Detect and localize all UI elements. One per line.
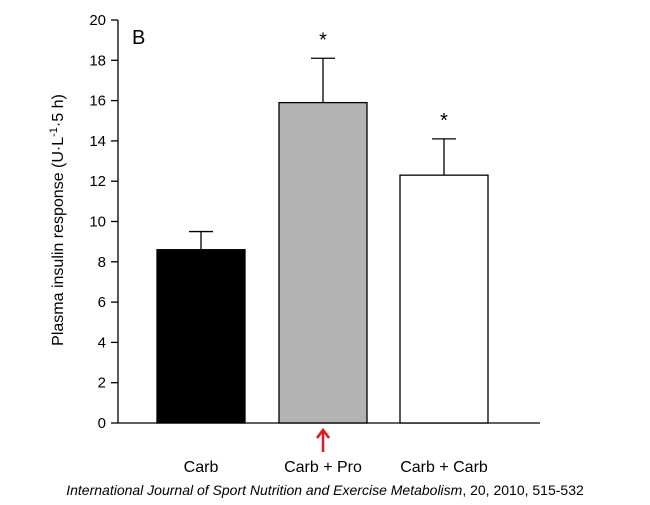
significance-marker: * [319,29,327,51]
bars [156,57,489,424]
category-label: Carb + Carb [400,459,488,476]
bar-1 [156,249,246,424]
highlight-arrow-head [316,427,330,439]
y-tick-label: 18 [89,52,106,69]
citation: International Journal of Sport Nutrition… [0,482,650,498]
labels: 0 2 4 6 8 10 12 14 16 18 20 Carb * Carb + Pro * Carb + … [89,12,488,476]
y-tick-label: 0 [98,415,106,432]
y-tick-label: 4 [98,334,106,351]
y-tick-label: 6 [98,294,106,311]
bar-3 [399,174,489,424]
category-label: Carb [184,459,219,476]
panel-label: B [132,27,145,49]
y-tick-label: 12 [89,173,106,190]
category-label: Carb + Pro [284,459,362,476]
highlight-arrow-icon [316,427,330,452]
y-tick-label: 10 [89,214,106,231]
citation-journal: International Journal of Sport Nutrition… [66,482,463,498]
y-tick-label: 14 [89,133,106,150]
significance-marker: * [440,110,448,132]
y-tick-label: 2 [98,375,106,392]
y-tick-label: 16 [89,93,106,110]
y-axis-label: Plasma insulin response (U·L-1·5 h) [48,94,67,346]
bar-chart: 0 2 4 6 8 10 12 14 16 18 20 Carb * Carb + Pro * Carb + … [48,12,540,476]
y-tick-label: 20 [89,12,106,29]
citation-details: , 20, 2010, 515-532 [462,482,584,498]
bar-2 [278,101,368,424]
y-tick-label: 8 [98,254,106,271]
